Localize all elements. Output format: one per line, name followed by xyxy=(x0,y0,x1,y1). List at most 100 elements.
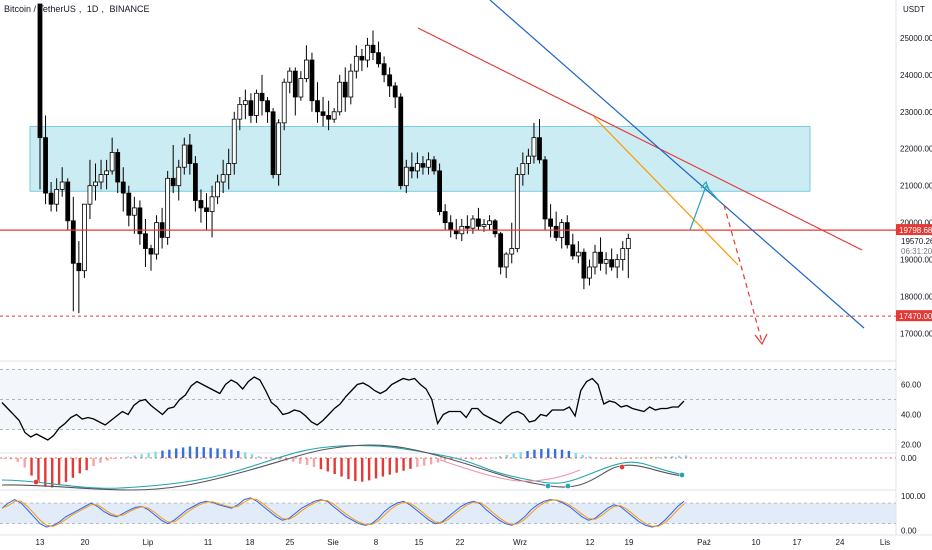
rsi-line xyxy=(1,376,685,441)
candle-body xyxy=(398,96,404,187)
price-tick-label: 21000.00 xyxy=(900,182,932,191)
candle-body xyxy=(509,248,515,255)
macd-bar xyxy=(450,458,453,460)
red-arrowhead xyxy=(754,333,768,346)
current-price-text: 19570.26 xyxy=(901,237,932,246)
macd-bar xyxy=(106,458,109,461)
macd-bar xyxy=(657,456,660,458)
candle-body xyxy=(248,100,254,116)
exchange-label: BINANCE xyxy=(109,4,150,14)
red-trendline xyxy=(417,27,863,251)
candle-body xyxy=(70,220,76,264)
candle-body xyxy=(59,181,65,190)
macd-bar xyxy=(602,458,605,459)
macd-bar xyxy=(416,458,419,467)
macd-bar xyxy=(175,448,178,458)
candle-body xyxy=(370,44,376,54)
signal-line xyxy=(1,444,685,491)
price-tick-label: 24000.00 xyxy=(900,71,932,80)
macd-bar xyxy=(478,458,481,460)
macd-bar xyxy=(361,458,364,482)
macd-bar xyxy=(71,458,75,478)
macd-bar xyxy=(326,458,329,472)
macd-bar xyxy=(243,452,247,458)
macd-tick-label: 0.00 xyxy=(901,454,917,463)
candle-body xyxy=(120,181,126,194)
time-axis[interactable]: 13 20 Lip 11 18 25 Sie 8 15 22 Wrz 12 19 Paź 10 17 24 Lis xyxy=(36,538,891,547)
macd-bar xyxy=(443,458,447,461)
macd-pink-line xyxy=(439,459,581,482)
candle-body xyxy=(442,211,448,224)
time-tick-label: 13 xyxy=(36,538,45,547)
time-tick-label: 18 xyxy=(246,538,255,547)
macd-bar xyxy=(519,452,522,458)
rsi-tick-label: 20.00 xyxy=(901,441,922,450)
price-tick-label: 18000.00 xyxy=(900,293,932,302)
candle-body xyxy=(376,52,381,65)
candle-body xyxy=(526,155,531,164)
candle-body xyxy=(514,174,520,249)
drawing-tools[interactable] xyxy=(0,0,896,346)
candle-body xyxy=(43,137,48,194)
candle-body xyxy=(342,81,348,98)
time-tick-label: 22 xyxy=(456,538,465,547)
candle-body xyxy=(337,81,343,113)
price-tick-label: 17000.00 xyxy=(900,330,932,339)
rsi-tick-label: 60.00 xyxy=(901,381,922,390)
time-tick-label: Paź xyxy=(697,538,711,547)
price-axis[interactable]: USDT 25000.00 24000.00 23000.00 22000.00 2100… xyxy=(896,5,932,536)
macd-bar xyxy=(99,458,102,463)
teal-projection xyxy=(689,184,721,231)
candle-body xyxy=(537,137,542,161)
price-tick-label: 23000.00 xyxy=(900,108,932,117)
macd-bar xyxy=(533,449,536,458)
candle-body xyxy=(503,253,509,268)
candle-body xyxy=(326,115,332,120)
macd-bar xyxy=(388,458,391,475)
time-tick-label: 15 xyxy=(415,538,424,547)
macd-bar xyxy=(505,454,509,458)
price-tick-label: 19000.00 xyxy=(900,256,932,265)
macd-bar xyxy=(650,457,653,458)
support-price-text: 17470.00 xyxy=(899,312,932,321)
macd-bar xyxy=(560,449,564,458)
macd-bar xyxy=(643,457,646,459)
candle-body xyxy=(242,100,248,105)
macd-bar xyxy=(278,458,281,460)
time-tick-label: 24 xyxy=(836,538,845,547)
candle-body xyxy=(365,44,370,61)
macd-bar xyxy=(78,458,81,474)
macd-bar xyxy=(354,458,357,482)
time-tick-label: 17 xyxy=(793,538,802,547)
candle-body xyxy=(581,251,587,279)
macd-bar xyxy=(92,458,95,466)
macd-bar xyxy=(312,458,316,467)
candle-body xyxy=(437,170,443,212)
macd-bar xyxy=(181,447,185,458)
macd-bar xyxy=(622,458,626,459)
candle-body xyxy=(87,185,93,205)
candle-body xyxy=(198,200,204,209)
last-price-text: 19798.68 xyxy=(899,226,932,235)
candle-body xyxy=(143,233,148,249)
time-tick-label: 11 xyxy=(204,538,213,547)
interval-label: 1D xyxy=(86,4,99,14)
candle-body xyxy=(109,152,115,172)
macd-bar xyxy=(168,449,171,458)
candle-body xyxy=(548,218,553,227)
candle-body xyxy=(487,220,492,225)
candle-body xyxy=(137,207,143,235)
macd-bar xyxy=(133,455,137,458)
candle-body xyxy=(292,70,298,98)
macd-bar xyxy=(2,458,6,459)
candle-body xyxy=(154,222,159,255)
candle-body xyxy=(287,70,293,83)
macd-bar xyxy=(402,458,405,471)
candle-body xyxy=(426,159,431,168)
macd-bar xyxy=(423,458,426,466)
macd-bar xyxy=(581,454,584,458)
symbol-title[interactable]: Bitcoin / TetherUS, 1D, BINANCE xyxy=(4,4,150,14)
candle-body xyxy=(414,163,420,172)
candle-body xyxy=(65,181,71,222)
